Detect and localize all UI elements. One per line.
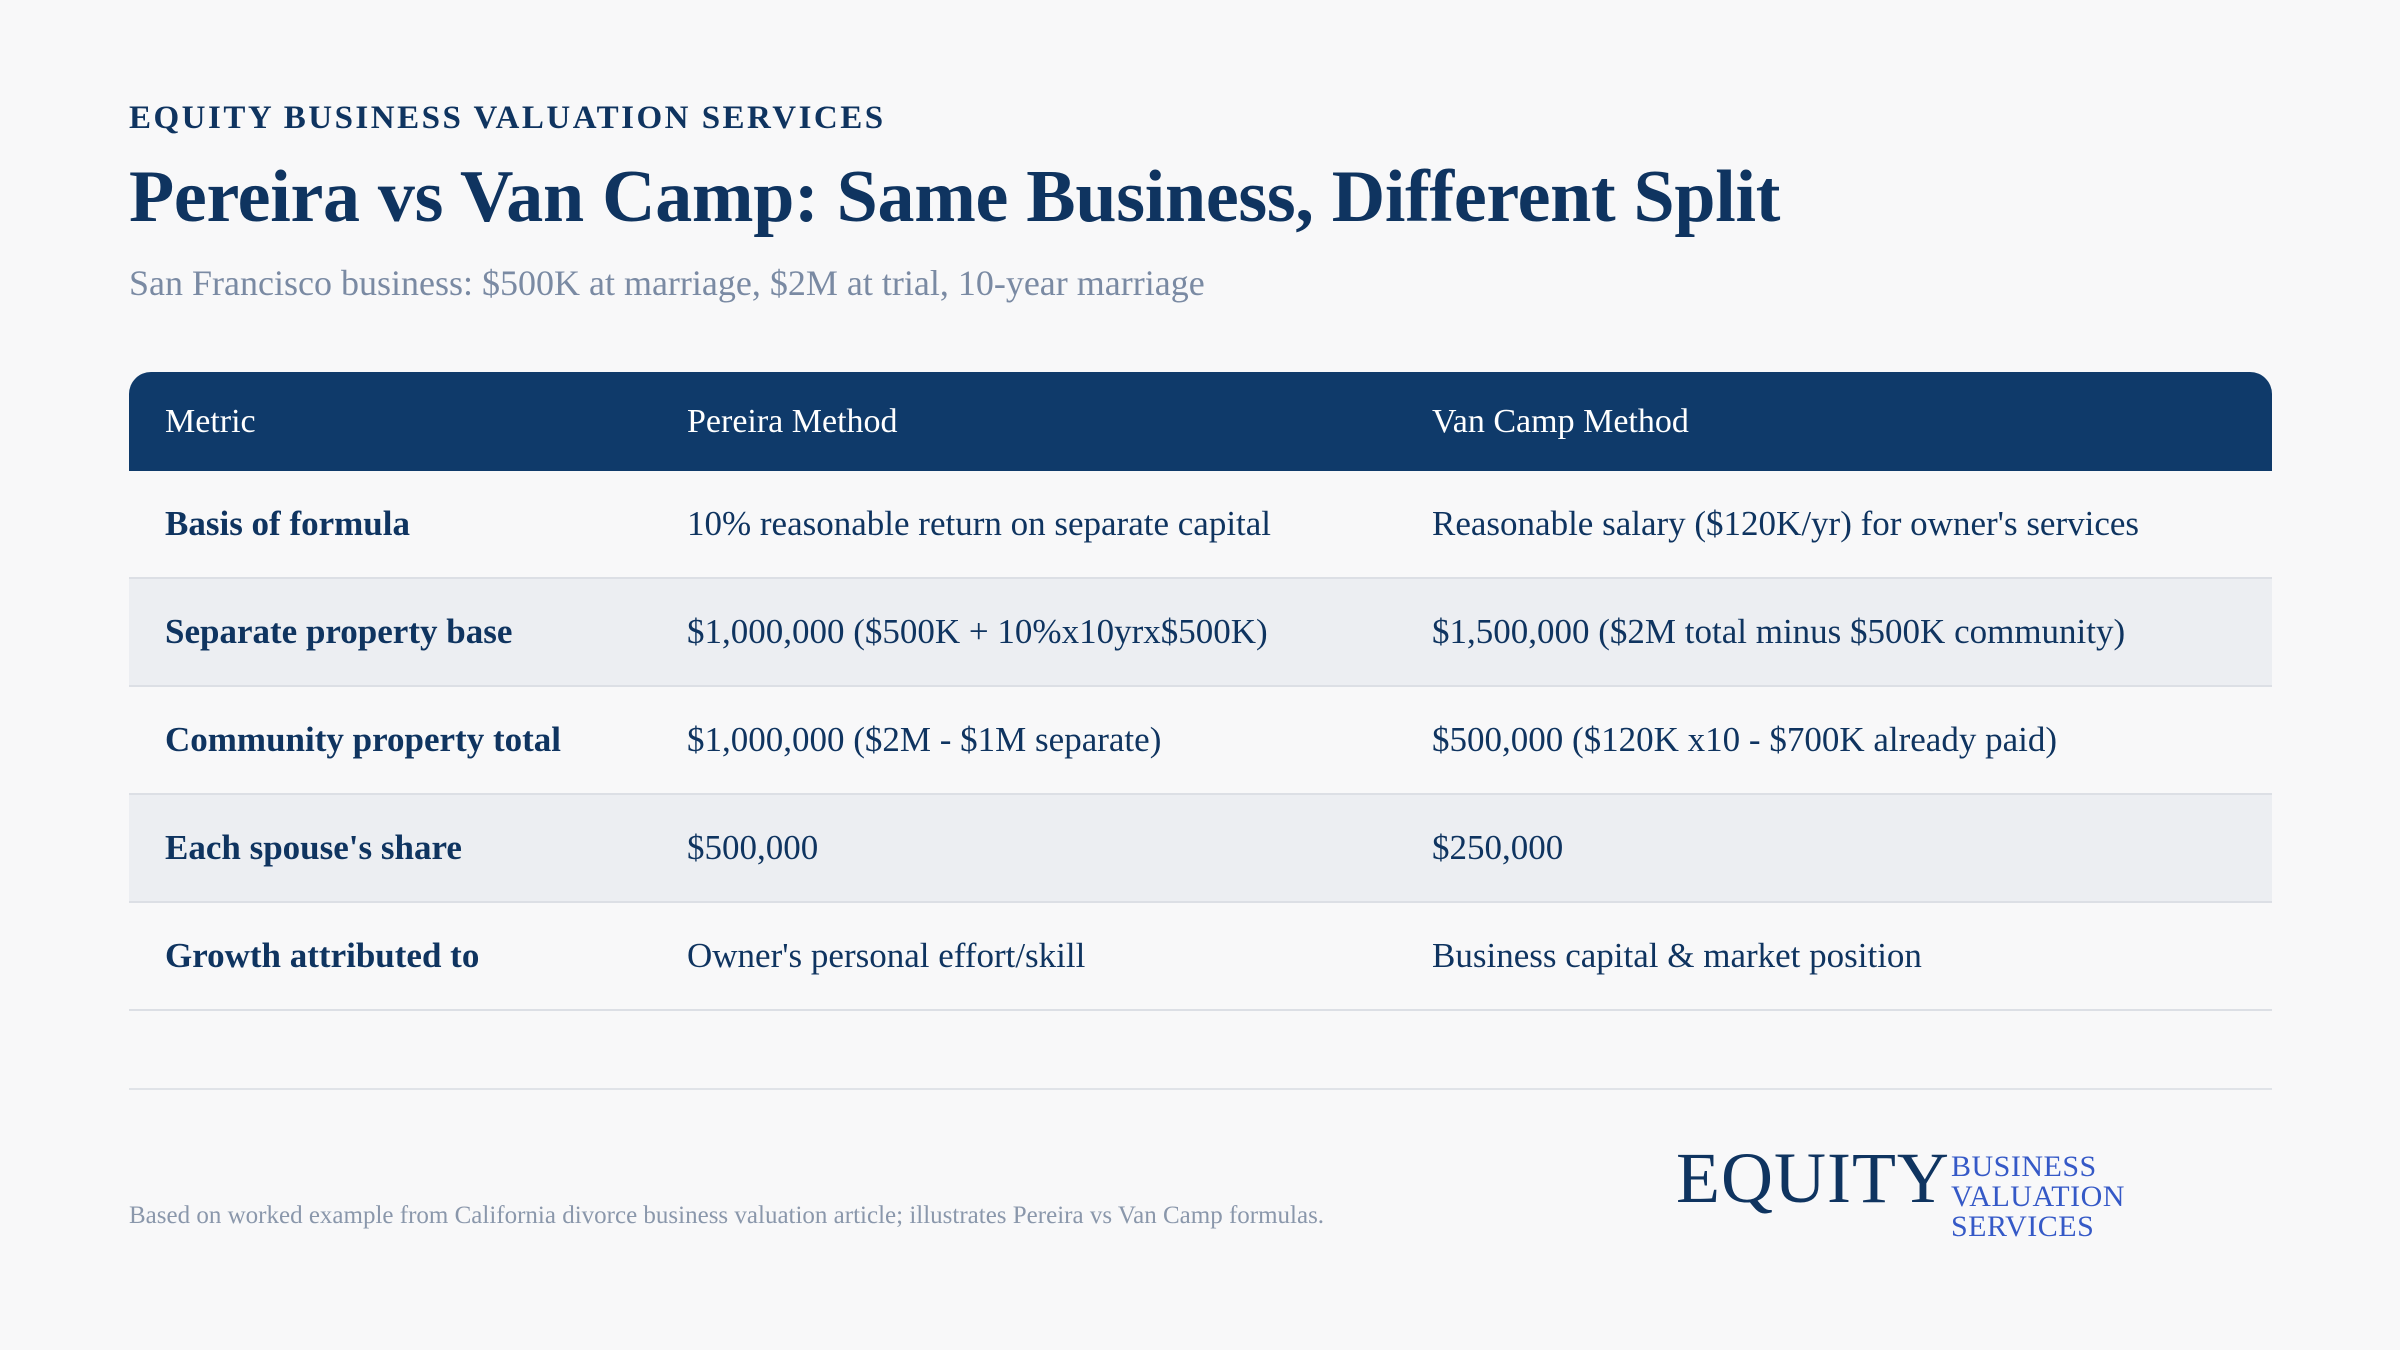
column-header-metric: Metric	[165, 403, 256, 440]
equity-logo: EQUITY BUSINESS VALUATION SERVICES	[1676, 1138, 2276, 1242]
column-header-vancamp: Van Camp Method	[1432, 403, 1689, 440]
pereira-cell: 10% reasonable return on separate capita…	[687, 504, 1272, 543]
vancamp-cell: Reasonable salary ($120K/yr) for owner's…	[1432, 504, 2140, 543]
footer-divider	[129, 1088, 2272, 1090]
table-header: Metric Pereira Method Van Camp Method	[129, 372, 2272, 471]
pereira-cell: $1,000,000 ($500K + 10%x10yrx$500K)	[687, 612, 1268, 651]
logo-wordmark: EQUITY	[1676, 1138, 1950, 1218]
table-row: Growth attributed to Owner's personal ef…	[129, 903, 2272, 1011]
vancamp-cell: Business capital & market position	[1432, 936, 1922, 975]
table-row: Each spouse's share $500,000 $250,000	[129, 795, 2272, 903]
metric-cell: Separate property base	[165, 612, 513, 651]
page-subtitle: San Francisco business: $500K at marriag…	[129, 263, 1205, 303]
logo-tagline-line1: BUSINESS VALUATION	[1951, 1150, 2125, 1213]
vancamp-cell: $500,000 ($120K x10 - $700K already paid…	[1432, 720, 2058, 759]
table-row: Basis of formula 10% reasonable return o…	[129, 471, 2272, 579]
pereira-cell: $500,000	[687, 828, 819, 867]
pereira-cell: $1,000,000 ($2M - $1M separate)	[687, 720, 1162, 759]
metric-cell: Basis of formula	[165, 504, 410, 543]
pereira-cell: Owner's personal effort/skill	[687, 936, 1086, 975]
column-header-pereira: Pereira Method	[687, 403, 898, 440]
page-title: Pereira vs Van Camp: Same Business, Diff…	[129, 156, 1781, 238]
logo-tagline-line2: SERVICES	[1951, 1210, 2095, 1243]
metric-cell: Growth attributed to	[165, 936, 480, 975]
source-footnote: Based on worked example from California …	[129, 1202, 1325, 1229]
table-row: Separate property base $1,000,000 ($500K…	[129, 579, 2272, 687]
logo-tagline: BUSINESS VALUATION SERVICES	[1951, 1152, 2276, 1242]
metric-cell: Each spouse's share	[165, 828, 462, 867]
metric-cell: Community property total	[165, 720, 561, 759]
eyebrow-brand: EQUITY BUSINESS VALUATION SERVICES	[129, 100, 886, 136]
vancamp-cell: $1,500,000 ($2M total minus $500K commun…	[1432, 612, 2126, 651]
comparison-table: Metric Pereira Method Van Camp Method Ba…	[129, 372, 2272, 1011]
vancamp-cell: $250,000	[1432, 828, 1564, 867]
table-row: Community property total $1,000,000 ($2M…	[129, 687, 2272, 795]
